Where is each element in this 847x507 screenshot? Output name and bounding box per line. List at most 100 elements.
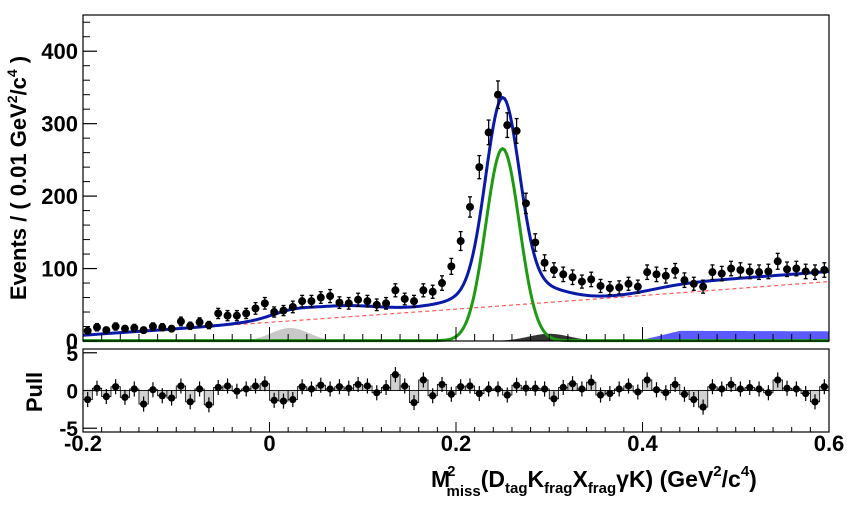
- data-point: [354, 295, 363, 304]
- data-point: [260, 299, 269, 308]
- data-point: [316, 293, 325, 302]
- pull-panel-frame: [82, 348, 830, 433]
- curve-combinatorial-background: [82, 281, 830, 336]
- data-point: [270, 308, 279, 317]
- pull-point: [345, 384, 353, 392]
- data-point: [615, 283, 624, 292]
- pull-point: [783, 384, 791, 392]
- pull-point: [764, 389, 772, 397]
- data-point: [372, 300, 381, 309]
- data-point: [251, 304, 260, 313]
- pull-point: [419, 376, 427, 384]
- pull-point: [391, 371, 399, 379]
- data-point: [736, 266, 745, 275]
- pull-point: [624, 382, 633, 390]
- data-points: [83, 80, 829, 335]
- pull-point: [177, 382, 185, 390]
- xlabel-sup2b: 2: [713, 463, 721, 480]
- xlabel-miss: miss: [447, 483, 481, 500]
- xlabel-frag2: frag: [588, 480, 616, 497]
- data-point: [92, 323, 101, 332]
- data-point: [792, 264, 801, 273]
- data-point: [130, 323, 139, 332]
- data-point: [605, 284, 614, 293]
- data-point: [811, 268, 820, 277]
- xlabel-open: (D: [481, 466, 505, 492]
- pull-point: [587, 378, 595, 386]
- pull-point: [186, 398, 194, 406]
- pull-point: [503, 391, 511, 399]
- pull-point: [233, 387, 241, 395]
- data-point: [587, 275, 596, 284]
- pull-point: [429, 392, 437, 400]
- data-point: [484, 128, 493, 137]
- data-point: [671, 266, 680, 275]
- data-point: [382, 299, 391, 308]
- pull-point: [307, 385, 316, 393]
- y-tick-label: 400: [41, 39, 78, 64]
- x-tick-label: 0.2: [441, 431, 472, 456]
- ylabel-sup4: 4: [4, 69, 20, 77]
- pull-point: [522, 384, 530, 392]
- x-tick-label: 0.4: [627, 431, 658, 456]
- data-point: [400, 294, 409, 303]
- data-point: [391, 286, 400, 295]
- data-point: [307, 297, 316, 306]
- pull-point: [223, 382, 232, 390]
- data-point: [195, 318, 204, 327]
- data-point: [708, 268, 717, 277]
- pull-point: [438, 380, 446, 389]
- main-panel-frame: [82, 14, 830, 342]
- pull-point: [401, 382, 409, 390]
- data-point: [699, 282, 708, 291]
- y-tick-label: 200: [41, 184, 78, 209]
- ylabel-slash: /c: [6, 77, 31, 95]
- data-point: [428, 287, 437, 296]
- data-point: [577, 277, 586, 286]
- pull-point: [513, 381, 521, 389]
- data-point: [773, 257, 782, 266]
- pull-point: [746, 383, 754, 392]
- pull-y-tick-label: 5: [66, 343, 78, 366]
- data-point: [83, 326, 92, 335]
- data-point: [204, 321, 213, 330]
- data-point: [493, 90, 502, 99]
- data-point: [643, 268, 652, 277]
- pull-point: [195, 385, 204, 393]
- pull-point: [363, 382, 372, 390]
- data-point: [279, 306, 288, 315]
- data-point: [148, 322, 157, 331]
- pull-point: [298, 383, 306, 391]
- pull-point: [102, 392, 110, 401]
- pull-point: [382, 383, 390, 392]
- data-point: [745, 267, 754, 276]
- data-point: [549, 266, 558, 275]
- pull-point: [289, 395, 297, 404]
- pull-point: [652, 386, 661, 394]
- xlabel-gammaK: γK) (GeV: [616, 466, 714, 492]
- y-tick-label: 100: [41, 257, 78, 282]
- pull-points: [84, 367, 828, 415]
- data-point: [232, 311, 241, 320]
- data-point: [764, 267, 773, 276]
- pull-point: [792, 385, 800, 393]
- xlabel-sup2: 2: [447, 463, 455, 480]
- pull-point: [531, 384, 539, 392]
- data-point: [102, 326, 111, 335]
- data-point: [512, 126, 521, 135]
- pull-point: [606, 389, 614, 398]
- pull-point: [802, 389, 810, 398]
- pull-point: [475, 389, 483, 398]
- pull-point: [205, 401, 213, 409]
- pull-point: [699, 403, 707, 411]
- pull-point: [261, 380, 269, 388]
- data-point: [242, 309, 251, 318]
- fill-peaking-background-C: [633, 330, 829, 341]
- pull-point: [447, 390, 455, 398]
- xlabel-sup4: 4: [741, 463, 750, 480]
- pull-point: [485, 385, 493, 393]
- data-point: [624, 279, 633, 288]
- data-point: [363, 297, 372, 306]
- data-point: [288, 302, 297, 311]
